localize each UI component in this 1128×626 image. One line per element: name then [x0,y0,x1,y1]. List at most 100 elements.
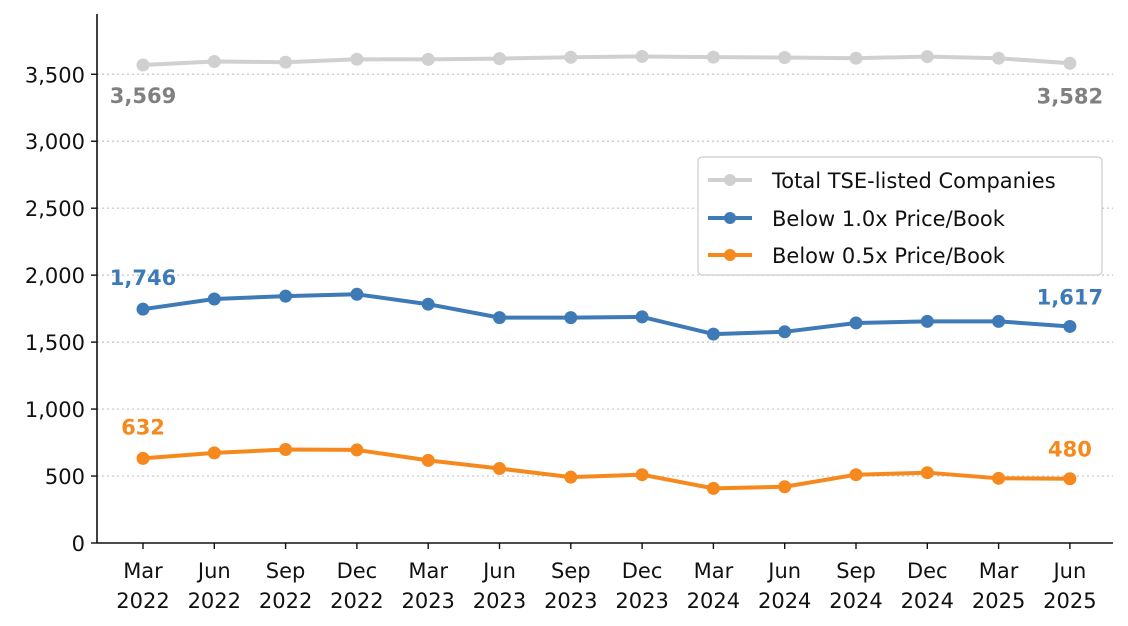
data-point-below-1x [421,297,435,311]
legend: Total TSE-listed Companies Below 1.0x Pr… [697,156,1103,276]
y-tick-label: 500 [45,465,85,489]
x-tick-label-year: 2023 [401,589,454,613]
data-point-total [136,58,150,72]
x-tick-label: Jun 2024 [758,559,811,613]
data-label-end-below-1x: 1,617 [1037,285,1103,309]
x-tick-label-year: 2023 [473,589,526,613]
x-tick-label: Jun 2023 [473,559,526,613]
data-point-total [564,50,578,64]
x-tick-label: Dec 2024 [901,559,954,613]
data-point-below-1x [136,302,150,316]
data-point-below-1x [706,327,720,341]
x-tick-label-year: 2024 [687,589,740,613]
data-label-end-below-05x: 480 [1048,438,1092,462]
legend-label-below-05x: Below 0.5x Price/Book [772,244,1006,268]
data-point-below-05x [778,480,792,494]
legend-marker-below-1x [724,212,736,224]
data-point-below-05x [421,453,435,467]
data-point-below-05x [635,468,649,482]
data-point-below-05x [207,446,221,460]
data-point-below-05x [350,443,364,457]
axes: 0 500 1,000 1,500 2,000 2,500 3,000 3,500 Mar 202… [25,14,1113,613]
data-point-below-1x [350,287,364,301]
data-point-below-1x [849,316,863,330]
x-tick-label-period: Sep [836,559,876,583]
data-point-below-05x [136,451,150,465]
data-point-total [421,52,435,66]
x-tick-label-year: 2023 [615,589,668,613]
data-point-total [279,55,293,69]
y-tick-label: 3,000 [25,130,85,154]
data-point-below-1x [920,314,934,328]
data-point-total [1063,56,1077,70]
x-tick-label-year: 2025 [972,589,1025,613]
x-tick-label: Jun 2022 [188,559,241,613]
x-tick-label-period: Sep [266,559,306,583]
x-tick-label-period: Dec [337,559,378,583]
x-tick-label: Mar 2022 [116,559,169,613]
data-point-below-1x [279,289,293,303]
x-tick-label-period: Mar [979,559,1019,583]
y-tick-label: 2,500 [25,197,85,221]
x-tick-label-year: 2024 [829,589,882,613]
data-point-below-1x [635,310,649,324]
data-point-below-05x [920,466,934,480]
x-tick-label: Sep 2022 [259,559,312,613]
x-tick-label: Sep 2024 [829,559,882,613]
x-tick-label: Mar 2023 [401,559,454,613]
data-point-total [706,50,720,64]
x-tick-label-period: Jun [481,559,516,583]
x-tick-label-period: Jun [766,559,801,583]
data-point-total [635,49,649,63]
x-tick-label-period: Mar [408,559,448,583]
data-point-total [920,50,934,64]
x-tick-label-period: Jun [196,559,231,583]
data-label-start-below-1x: 1,746 [110,266,176,290]
data-point-below-05x [564,470,578,484]
data-point-below-1x [564,311,578,325]
legend-label-total: Total TSE-listed Companies [771,169,1056,193]
series-line-total [141,54,1072,68]
x-tick-label-period: Dec [907,559,948,583]
data-point-total [350,52,364,66]
data-point-below-05x [992,471,1006,485]
x-tick-label: Sep 2023 [544,559,597,613]
data-point-total [207,55,221,69]
data-point-total [849,51,863,65]
x-tick-label-year: 2022 [330,589,383,613]
data-point-below-1x [1063,319,1077,333]
x-tick-label-year: 2024 [901,589,954,613]
data-label-start-below-05x: 632 [121,415,165,439]
x-tick-label-year: 2022 [116,589,169,613]
data-point-below-05x [493,462,506,476]
x-tick-label: Mar 2024 [687,559,740,613]
x-tick-label: Dec 2022 [330,559,383,613]
data-point-below-1x [207,292,221,306]
data-label-start-total: 3,569 [110,84,176,108]
x-tick-label: Mar 2025 [972,559,1025,613]
data-point-total [992,51,1006,65]
x-tick-label-year: 2025 [1043,589,1096,613]
x-tick-label: Jun 2025 [1043,559,1096,613]
x-tick-label-period: Mar [694,559,734,583]
data-point-total [778,51,792,65]
data-point-total [493,52,506,66]
x-tick-label: Dec 2023 [615,559,668,613]
legend-box [697,156,1103,276]
y-tick-label: 3,500 [25,63,85,87]
series-lines [136,49,1077,495]
data-point-below-1x [493,311,506,325]
data-point-below-1x [778,325,792,339]
x-tick-label-period: Dec [622,559,663,583]
data-point-below-05x [1063,472,1077,486]
x-tick-label-period: Sep [551,559,591,583]
data-point-below-05x [849,468,863,482]
y-tick-label: 0 [72,532,85,556]
legend-marker-below-05x [724,249,736,261]
series-line-below-05x [141,447,1072,491]
x-tick-label-year: 2023 [544,589,597,613]
y-tick-label: 1,000 [25,398,85,422]
x-tick-label-year: 2024 [758,589,811,613]
data-point-below-05x [279,443,293,457]
